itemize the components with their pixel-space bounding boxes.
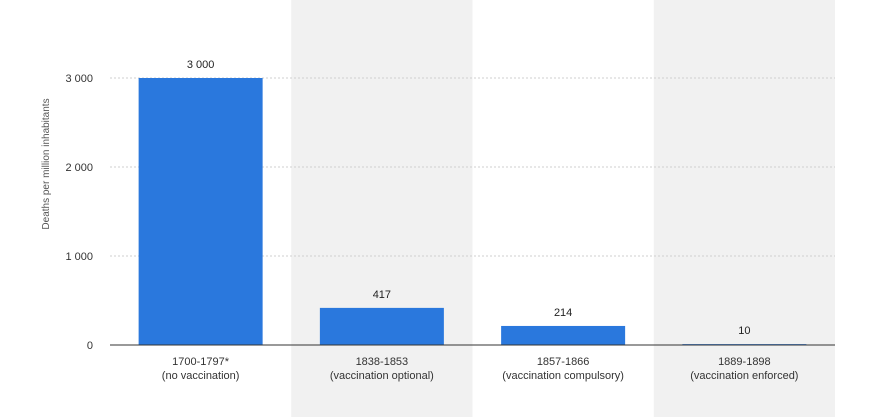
y-tick-label: 1 000 — [65, 251, 93, 263]
bar-1 — [138, 78, 263, 345]
x-tick-label-1-line-2: (no vaccination) — [162, 370, 240, 382]
y-axis-ticks: 0 1 000 2 000 3 000 — [65, 73, 93, 352]
x-tick-label-2-line-1: 1838-1853 — [356, 356, 409, 368]
data-labels: 3 000 417 214 10 — [187, 59, 751, 337]
x-tick-label-1-line-1: 1700-1797* — [172, 356, 230, 368]
x-tick-label-4-line-1: 1889-1898 — [718, 356, 771, 368]
bars — [138, 78, 807, 345]
x-tick-label-4-line-2: (vaccination enforced) — [690, 370, 798, 382]
y-tick-label: 3 000 — [65, 73, 93, 85]
bar-2 — [319, 307, 444, 345]
y-axis-title: Deaths per million inhabitants — [41, 98, 52, 229]
data-label-2: 417 — [373, 289, 391, 301]
data-label-3: 214 — [554, 307, 572, 319]
x-tick-label-2-line-2: (vaccination optional) — [330, 370, 434, 382]
y-tick-label: 2 000 — [65, 162, 93, 174]
bar-3 — [501, 325, 626, 345]
alternating-bands — [291, 0, 835, 417]
band-2 — [291, 0, 473, 417]
x-tick-label-3-line-2: (vaccination compulsory) — [502, 370, 624, 382]
band-4 — [653, 0, 835, 417]
x-axis-labels: 1700-1797* (no vaccination) 1838-1853 (vacc… — [162, 356, 799, 382]
data-label-1: 3 000 — [187, 59, 215, 71]
y-tick-label: 0 — [87, 340, 93, 352]
data-label-4: 10 — [738, 325, 750, 337]
x-tick-label-3-line-1: 1857-1866 — [537, 356, 590, 368]
